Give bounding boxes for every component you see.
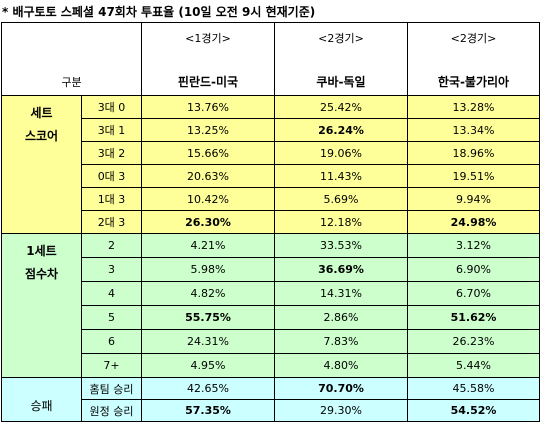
data-row: 1세트 점수차 2 4.21% 33.53% 3.12% xyxy=(1,233,540,378)
value-cell: 24.31% xyxy=(141,329,275,354)
value-cell: 57.35% xyxy=(141,399,275,422)
match-name: 핀란드-미국 xyxy=(177,75,239,89)
game-label: <1경기> xyxy=(185,32,231,45)
value-cell: 33.53% xyxy=(274,233,408,258)
value-cell: 20.63% xyxy=(141,164,275,188)
value-cell: 15.66% xyxy=(141,141,275,165)
value-cell: 51.62% xyxy=(407,305,540,330)
row-label: 3대 2 xyxy=(81,141,142,165)
value-cell: 13.34% xyxy=(407,118,540,142)
value-cell: 13.28% xyxy=(407,95,540,119)
match-header-cell: <2경기> 한국-불가리아 xyxy=(407,22,540,96)
row-label: 3대 0 xyxy=(81,95,142,119)
value-cell: 70.70% xyxy=(274,377,408,400)
value-cell: 26.30% xyxy=(141,210,275,234)
row-label: 7+ xyxy=(81,353,142,378)
value-cell: 4.21% xyxy=(141,233,275,258)
value-cell: 4.82% xyxy=(141,281,275,306)
section-label-cell: 승패 xyxy=(1,377,82,422)
data-row: 6 24.31% 7.83% 26.23% xyxy=(2,329,540,354)
value-cell: 19.51% xyxy=(407,164,540,188)
value-cell: 2.86% xyxy=(274,305,408,330)
match-name: 쿠바-독일 xyxy=(316,75,366,89)
value-cell: 10.42% xyxy=(141,187,275,211)
data-row: 2대 3 26.30% 12.18% 24.98% xyxy=(2,210,540,234)
value-cell: 18.96% xyxy=(407,141,540,165)
row-label: 0대 3 xyxy=(81,164,142,188)
section-label: 승패 xyxy=(30,399,53,413)
data-row: 5 55.75% 2.86% 51.62% xyxy=(2,305,540,330)
value-cell: 5.44% xyxy=(407,353,540,378)
row-label: 1대 3 xyxy=(81,187,142,211)
data-row: 3 5.98% 36.69% 6.90% xyxy=(2,257,540,282)
data-row: 4 4.82% 14.31% 6.70% xyxy=(2,281,540,306)
row-label: 6 xyxy=(81,329,142,354)
group-header-cell: 구분 xyxy=(1,22,142,96)
value-cell: 19.06% xyxy=(274,141,408,165)
value-cell: 5.98% xyxy=(141,257,275,282)
row-label: 원정 승리 xyxy=(81,399,142,422)
value-cell: 7.83% xyxy=(274,329,408,354)
section-label: 점수차 xyxy=(24,267,59,281)
data-row: 3대 1 13.25% 26.24% 13.34% xyxy=(2,118,540,142)
value-cell: 26.23% xyxy=(407,329,540,354)
value-cell: 11.43% xyxy=(274,164,408,188)
row-label: 홈팀 승리 xyxy=(81,377,142,400)
value-cell: 45.58% xyxy=(407,377,540,400)
value-cell: 5.69% xyxy=(274,187,408,211)
data-row: 세트 스코어 3대 0 13.76% 25.42% 13.28% xyxy=(1,95,540,234)
data-row: 7+ 4.95% 4.80% 5.44% xyxy=(2,353,540,378)
value-cell: 54.52% xyxy=(407,399,540,422)
value-cell: 13.76% xyxy=(141,95,275,119)
match-name: 한국-불가리아 xyxy=(437,75,510,89)
section-label: 세트 xyxy=(30,106,53,120)
value-cell: 9.94% xyxy=(407,187,540,211)
game-label: <2경기> xyxy=(450,32,497,45)
value-cell: 12.18% xyxy=(274,210,408,234)
data-row: 0대 3 20.63% 11.43% 19.51% xyxy=(2,164,540,188)
value-cell: 6.70% xyxy=(407,281,540,306)
match-header-cell: <1경기> 핀란드-미국 xyxy=(141,22,275,96)
row-label: 2대 3 xyxy=(81,210,142,234)
section-label: 1세트 xyxy=(26,244,57,258)
value-cell: 6.90% xyxy=(407,257,540,282)
data-row: 1대 3 10.42% 5.69% 9.94% xyxy=(2,187,540,211)
data-row: 3대 2 15.66% 19.06% 18.96% xyxy=(2,141,540,165)
data-row: 원정 승리 57.35% 29.30% 54.52% xyxy=(2,399,540,422)
value-cell: 26.24% xyxy=(274,118,408,142)
row-label: 3대 1 xyxy=(81,118,142,142)
row-label: 2 xyxy=(81,233,142,258)
value-cell: 13.25% xyxy=(141,118,275,142)
value-cell: 36.69% xyxy=(274,257,408,282)
game-label: <2경기> xyxy=(318,32,364,45)
row-label: 4 xyxy=(81,281,142,306)
value-cell: 25.42% xyxy=(274,95,408,119)
section-label: 스코어 xyxy=(24,129,59,143)
value-cell: 3.12% xyxy=(407,233,540,258)
match-header-cell: <2경기> 쿠바-독일 xyxy=(274,22,408,96)
data-row: 승패 홈팀 승리 42.65% 70.70% 45.58% xyxy=(1,377,540,422)
group-label: 구분 xyxy=(61,76,82,89)
value-cell: 4.95% xyxy=(141,353,275,378)
value-cell: 4.80% xyxy=(274,353,408,378)
value-cell: 55.75% xyxy=(141,305,275,330)
value-cell: 24.98% xyxy=(407,210,540,234)
header-row: 구분 <1경기> 핀란드-미국 <2경기> 쿠바-독일 <2경기> 한국-불가리아 xyxy=(1,22,540,96)
title: * 배구토토 스페셜 47회차 투표율 (10일 오전 9시 현재기준) xyxy=(2,5,316,19)
value-cell: 42.65% xyxy=(141,377,275,400)
value-cell: 14.31% xyxy=(274,281,408,306)
value-cell: 29.30% xyxy=(274,399,408,422)
row-label: 3 xyxy=(81,257,142,282)
row-label: 5 xyxy=(81,305,142,330)
